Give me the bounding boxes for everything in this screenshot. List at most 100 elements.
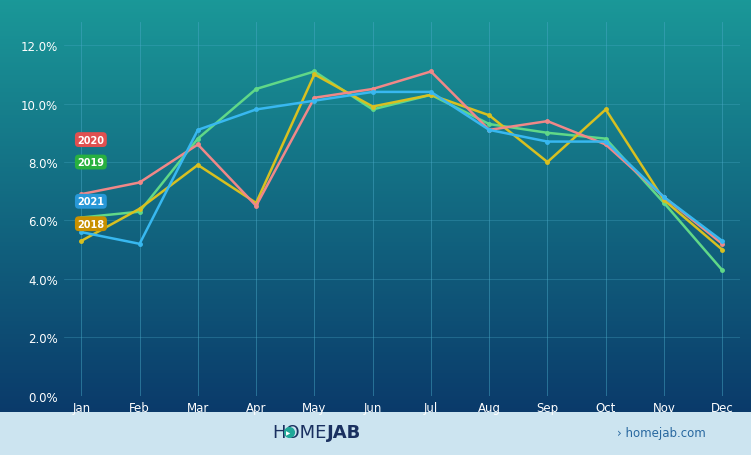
Bar	[0, 318, 751, 320]
Bar	[0, 259, 751, 261]
Bar	[0, 232, 751, 233]
Bar	[0, 379, 751, 381]
Bar	[0, 240, 751, 241]
Bar	[0, 336, 751, 338]
Bar	[0, 330, 751, 331]
Bar	[0, 114, 751, 116]
Bar	[0, 233, 751, 235]
Bar	[0, 135, 751, 136]
Bar	[0, 273, 751, 275]
Bar	[0, 369, 751, 370]
Bar	[0, 296, 751, 298]
Bar	[0, 267, 751, 268]
Bar	[0, 178, 751, 180]
Bar	[0, 409, 751, 410]
Bar	[0, 309, 751, 310]
Bar	[0, 161, 751, 162]
Bar	[0, 399, 751, 400]
Text: ▶: ▶	[286, 430, 291, 435]
Bar	[0, 182, 751, 183]
Bar	[0, 0, 751, 2]
Bar	[0, 349, 751, 351]
Bar	[0, 193, 751, 195]
Bar	[0, 362, 751, 364]
Bar	[0, 211, 751, 212]
Bar	[0, 204, 751, 206]
Bar	[0, 225, 751, 227]
Bar	[0, 294, 751, 296]
Bar	[0, 315, 751, 317]
Bar	[0, 32, 751, 34]
Bar	[0, 116, 751, 117]
Bar	[0, 404, 751, 405]
Bar	[0, 130, 751, 132]
Bar	[0, 388, 751, 389]
Bar	[0, 381, 751, 383]
Bar	[0, 383, 751, 384]
Bar	[0, 50, 751, 51]
Bar	[0, 346, 751, 348]
Bar	[0, 64, 751, 66]
Bar	[0, 5, 751, 6]
Bar	[0, 69, 751, 71]
Bar	[0, 280, 751, 282]
Bar	[0, 2, 751, 3]
Bar	[0, 47, 751, 48]
Bar	[0, 30, 751, 32]
Bar	[0, 328, 751, 330]
Bar	[0, 241, 751, 243]
Bar	[0, 124, 751, 126]
Bar	[0, 112, 751, 114]
Bar	[0, 192, 751, 193]
Bar	[0, 230, 751, 232]
Bar	[0, 51, 751, 53]
Bar	[0, 307, 751, 309]
Bar	[0, 202, 751, 204]
Bar	[0, 10, 751, 11]
Bar	[0, 167, 751, 169]
Bar	[0, 243, 751, 244]
Bar	[0, 13, 751, 15]
Bar	[0, 275, 751, 277]
Bar	[0, 72, 751, 74]
Bar	[0, 98, 751, 100]
Bar	[0, 258, 751, 259]
Bar	[0, 238, 751, 240]
Bar	[0, 29, 751, 30]
Bar	[0, 299, 751, 301]
Bar	[0, 249, 751, 251]
Text: JAB: JAB	[327, 424, 361, 441]
Bar	[0, 306, 751, 307]
Bar	[0, 219, 751, 220]
Bar	[0, 389, 751, 391]
Bar	[0, 394, 751, 396]
Bar	[0, 162, 751, 164]
Bar	[0, 217, 751, 219]
Bar	[0, 265, 751, 267]
Bar	[0, 359, 751, 360]
Bar	[0, 393, 751, 394]
Bar	[0, 289, 751, 291]
Bar	[0, 391, 751, 393]
Bar	[0, 288, 751, 289]
Bar	[0, 344, 751, 346]
Bar	[0, 352, 751, 354]
Bar	[0, 106, 751, 108]
Bar	[0, 79, 751, 81]
Bar	[0, 87, 751, 88]
Bar	[0, 331, 751, 333]
Bar	[0, 180, 751, 182]
Bar	[0, 283, 751, 285]
Bar	[0, 53, 751, 55]
Bar	[0, 206, 751, 207]
Bar	[0, 396, 751, 397]
Bar	[0, 304, 751, 306]
Bar	[0, 348, 751, 349]
Bar	[0, 372, 751, 373]
Bar	[0, 56, 751, 58]
Bar	[0, 145, 751, 147]
Bar	[0, 264, 751, 265]
Bar	[0, 6, 751, 8]
Bar	[0, 277, 751, 278]
Bar	[0, 133, 751, 135]
